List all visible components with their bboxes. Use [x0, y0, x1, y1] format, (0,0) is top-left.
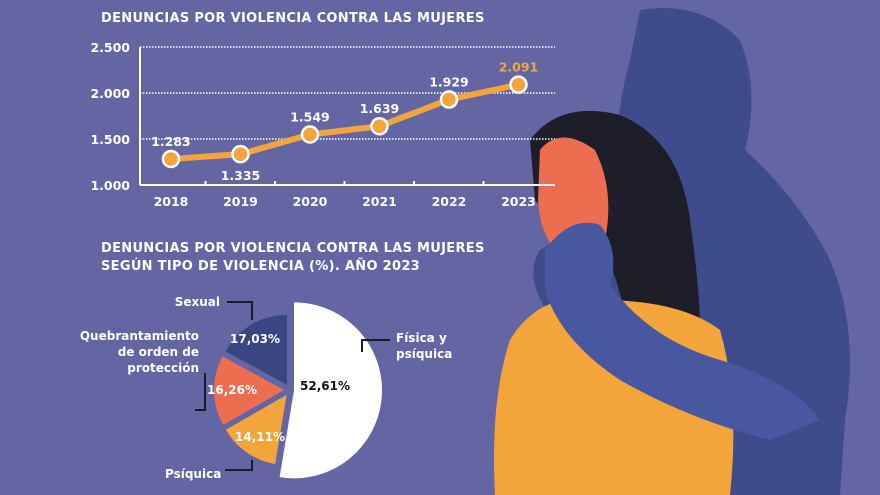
y-tick-label: 2.000: [90, 86, 130, 101]
pie-category-label: Sexual: [175, 295, 220, 309]
pie-category-label: protección: [127, 361, 199, 375]
pie-value-label: 17,03%: [230, 332, 280, 346]
data-point: [509, 75, 528, 94]
x-tick-label: 2019: [223, 194, 258, 209]
data-label: 1.929: [429, 75, 469, 90]
data-label: 2.091: [499, 60, 539, 75]
pie-title-line-2: SEGÚN TIPO DE VIOLENCIA (%). AÑO 2023: [101, 259, 421, 274]
pie-slice-quebrantamiento: [214, 356, 285, 425]
data-label: 1.283: [151, 134, 191, 149]
x-tick-label: 2022: [432, 194, 467, 209]
shadow-arm: [545, 222, 820, 440]
y-tick-label: 1.000: [90, 178, 130, 193]
data-point: [370, 116, 389, 136]
pie-slice-fisica: [279, 302, 382, 479]
leader-line: [225, 460, 253, 471]
data-point: [439, 90, 459, 109]
data-label: 1.639: [360, 101, 400, 116]
pie-category-label: Psíquica: [165, 467, 221, 481]
x-tick-label: 2021: [362, 194, 397, 209]
x-tick-label: 2018: [154, 194, 189, 209]
leader-line: [227, 301, 253, 320]
pie-category-label: psíquica: [396, 347, 452, 361]
pie-value-label: 14,11%: [235, 430, 285, 444]
pie-category-label: Quebrantamiento: [80, 329, 199, 343]
data-label: 1.549: [290, 109, 330, 124]
y-tick-label: 2.500: [90, 40, 130, 55]
series-line: [170, 81, 520, 162]
pie-category-label: de orden de: [118, 345, 199, 359]
data-point: [161, 149, 181, 169]
pie-slice-psiquica: [225, 394, 287, 464]
pie-category-label: Física y: [396, 331, 447, 345]
pie-title-line-1: DENUNCIAS POR VIOLENCIA CONTRA LAS MUJER…: [101, 241, 485, 256]
x-tick-label: 2020: [293, 194, 328, 209]
leader-line: [361, 339, 390, 352]
pie-slice-sexual: [225, 314, 287, 385]
data-label: 1.335: [221, 168, 261, 183]
y-tick-label: 1.500: [90, 132, 130, 147]
leader-line: [195, 373, 206, 411]
pie-value-label: 52,61%: [300, 379, 350, 393]
x-tick-label: 2023: [501, 194, 536, 209]
pie-value-label: 16,26%: [207, 383, 257, 397]
pie-chart-title: DENUNCIAS POR VIOLENCIA CONTRA LAS MUJER…: [101, 240, 485, 276]
line-chart-title: DENUNCIAS POR VIOLENCIA CONTRA LAS MUJER…: [101, 11, 485, 26]
data-point: [231, 144, 250, 164]
data-point: [300, 125, 320, 144]
